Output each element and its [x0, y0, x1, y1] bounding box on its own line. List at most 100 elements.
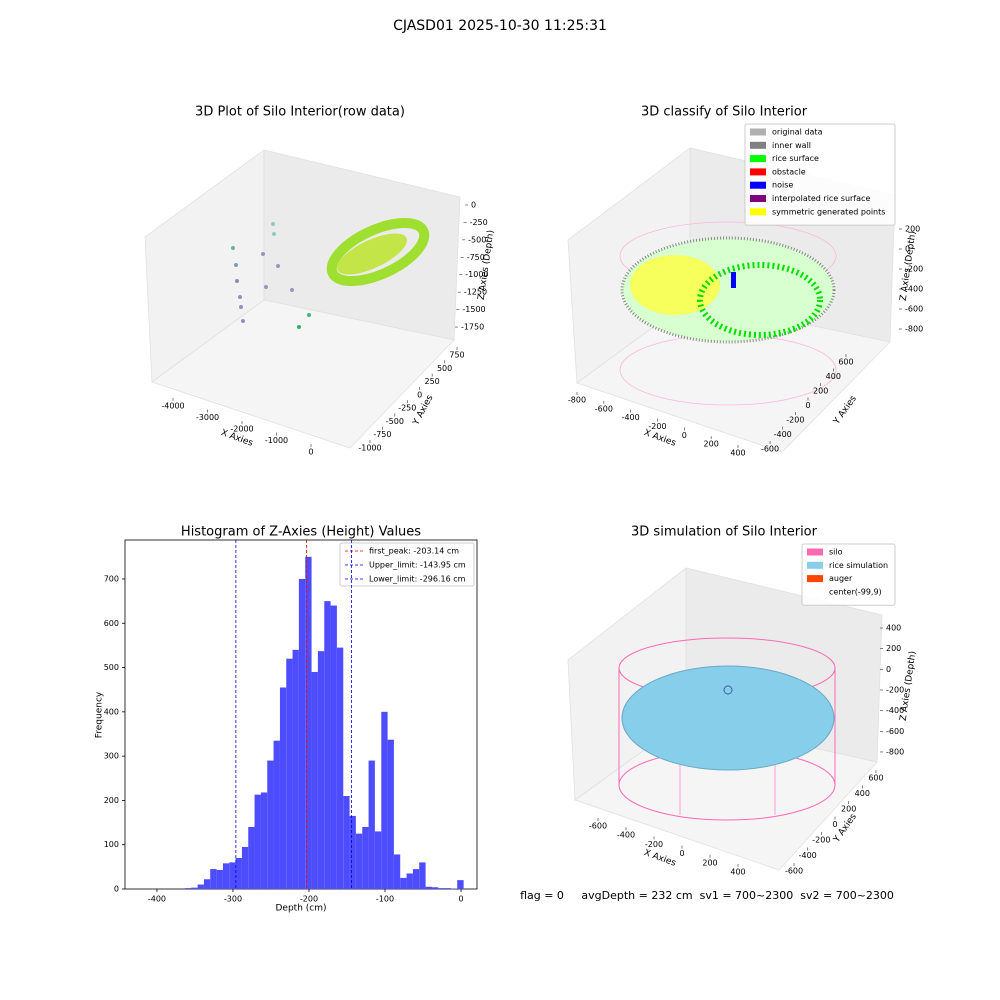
x-tick-label: -200: [300, 895, 318, 904]
bar: [279, 687, 287, 889]
x-tick-label: -400: [148, 895, 166, 904]
bar: [292, 649, 299, 889]
x-tick-label: -400: [622, 413, 640, 422]
z-tick-label: 0: [886, 665, 891, 674]
y-tick-label: 400: [826, 372, 841, 381]
legend-label: interpolated rice surface: [772, 194, 870, 203]
legend-box: [339, 542, 475, 587]
bar: [317, 651, 325, 889]
y-tick-label: -200: [812, 836, 830, 845]
legend-swatch: [750, 168, 766, 176]
bar: [355, 833, 363, 889]
bar: [438, 888, 445, 889]
x-tick-label: -1000: [265, 436, 288, 445]
legend-label: auger: [829, 574, 853, 583]
bar: [248, 826, 255, 889]
legend-label: obstacle: [772, 167, 806, 176]
y-tick-label: 700: [104, 574, 119, 583]
legend-label: silo: [829, 548, 843, 557]
x-axis-label: X Axies: [642, 848, 677, 869]
y-tick-label: 0: [832, 820, 837, 829]
z-tick-label: -1000: [465, 270, 488, 279]
y-tick-label: 500: [437, 364, 452, 373]
y-tick-label: -600: [785, 867, 803, 876]
bar: [184, 888, 192, 889]
bar: [381, 711, 388, 889]
y-tick-label: 600: [838, 358, 853, 367]
bar: [330, 605, 337, 889]
legend-swatch: [750, 141, 766, 149]
x-tick-label: 0: [682, 431, 687, 440]
legend-swatch: [750, 181, 766, 189]
bar: [197, 884, 204, 889]
y-tick-label: -400: [774, 430, 792, 439]
y-tick-label: -1000: [358, 443, 381, 452]
z-tick-label: 200: [905, 225, 920, 234]
z-tick-label: 0: [471, 200, 476, 209]
bar: [216, 869, 223, 889]
bar: [336, 647, 344, 889]
bar: [260, 792, 268, 889]
legend-swatch: [750, 155, 766, 163]
y-tick-label: 0: [417, 390, 422, 399]
y-tick-label: -500: [386, 417, 404, 426]
x-tick-label: -3000: [196, 413, 219, 422]
x-axis-label: X Axies: [642, 428, 677, 449]
y-axis-label: Frequency: [95, 691, 105, 738]
bar: [305, 556, 312, 889]
y-tick-label: -200: [786, 416, 804, 425]
bar: [457, 880, 464, 889]
x-tick-label: -800: [568, 396, 586, 405]
z-tick-label: 0: [905, 245, 910, 254]
bar: [222, 863, 230, 889]
z-tick-label: 400: [886, 624, 901, 633]
bar: [311, 671, 318, 889]
bar: [267, 760, 274, 889]
y-tick-label: 500: [104, 663, 119, 672]
bar: [406, 873, 413, 889]
legend-label: center(-99,9): [829, 587, 882, 596]
x-axis-label: Depth (cm): [275, 904, 326, 914]
y-tick-label: 400: [855, 789, 870, 798]
legend-label: first_peak: -203.14 cm: [369, 547, 459, 556]
bar: [368, 760, 375, 889]
y-tick-label: -600: [761, 445, 779, 454]
y-tick-label: 400: [104, 707, 119, 716]
bar: [412, 869, 420, 889]
chart-title: Histogram of Z-Axies (Height) Values: [181, 525, 421, 540]
bar: [254, 794, 261, 889]
x-tick-label: 400: [730, 448, 745, 457]
x-tick-label: -100: [376, 895, 394, 904]
z-tick-label: -200: [905, 265, 923, 274]
chart-title: 3D classify of Silo Interior: [641, 105, 808, 120]
point-cloud: [231, 217, 430, 329]
z-tick-label: -500: [468, 235, 486, 244]
legend-label: Upper_limit: -143.95 cm: [369, 561, 466, 570]
legend-box: [744, 123, 896, 226]
x-tick-label: 400: [730, 868, 745, 877]
legend-label: Lower_limit: -296.16 cm: [369, 575, 466, 584]
bar: [425, 886, 432, 889]
bar: [273, 740, 280, 889]
x-tick-label: -200: [648, 422, 666, 431]
y-tick-label: 200: [104, 796, 119, 805]
legend-swatch: [807, 561, 823, 569]
y-tick-label: 750: [449, 351, 464, 360]
z-tick-label: -1250: [464, 288, 487, 297]
y-tick-label: 250: [425, 377, 440, 386]
bar: [241, 846, 249, 889]
x-tick-label: -400: [617, 831, 635, 840]
z-tick-label: -200: [886, 686, 904, 695]
x-tick-label: 200: [704, 440, 719, 449]
legend-swatch: [807, 548, 823, 556]
legend-swatch: [750, 128, 766, 136]
z-tick-label: -750: [467, 253, 485, 262]
legend-label: symmetric generated points: [772, 207, 885, 216]
figure-title: CJASD01 2025-10-30 11:25:31: [393, 18, 607, 34]
bar: [374, 831, 382, 889]
bar: [393, 854, 401, 889]
legend-label: rice surface: [772, 154, 819, 163]
legend-box: [801, 543, 896, 606]
bar: [286, 658, 293, 889]
chart-title: 3D Plot of Silo Interior(row data): [195, 105, 405, 120]
